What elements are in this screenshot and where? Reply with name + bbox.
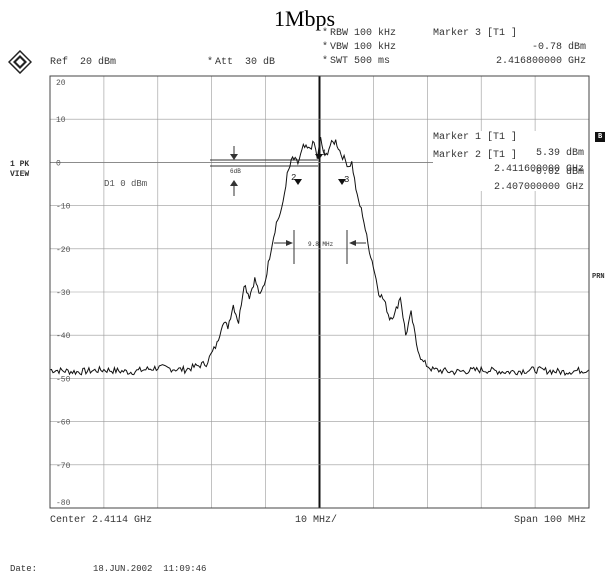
six-db-label: 6dB (230, 168, 241, 175)
y-tick-labels: 20 10 0 -10 -20 -30 -40 -50 -60 -70 -80 (56, 79, 71, 508)
marker2-level: -0.02 dBm (530, 166, 584, 178)
y-tick-label: -80 (56, 499, 71, 508)
y-tick-label: 20 (56, 79, 66, 88)
marker2-frequency: 2.407000000 GHz (494, 182, 584, 193)
chart-title: 1Mbps (273, 6, 336, 31)
bandwidth-label: 9.8 MHz (308, 241, 334, 248)
marker3-frequency: 2.416800000 GHz (495, 56, 586, 67)
side-prn-indicator: PRN (592, 273, 605, 281)
frequency-per-division-label: 10 MHz/ (295, 515, 338, 526)
marker3-level: -0.78 dBm (531, 42, 586, 53)
marker1-level: 5.39 dBm (536, 147, 584, 159)
y-tick-label: 0 (56, 159, 61, 168)
y-tick-label: -30 (56, 289, 71, 298)
spectrum-trace-line (49, 137, 590, 376)
plot-grid (50, 76, 589, 508)
rohde-schwarz-logo-icon (7, 49, 33, 79)
y-tick-label: -40 (56, 332, 71, 341)
plot-frame (49, 75, 590, 509)
marker-3-number: 3 (344, 175, 349, 185)
date-label: Date: (10, 564, 38, 574)
trace-view-label: VIEW (10, 170, 30, 179)
marker2-label: Marker 2 [T1 ] (433, 149, 517, 161)
markers-readout-box (433, 131, 590, 191)
y-tick-label: -70 (56, 462, 71, 471)
display-line-label: D1 0 dBm (104, 179, 147, 189)
marker-3-triangle (338, 179, 346, 185)
plot-annotations: Marker 1 [T1 ] 5.39 dBm 2.411600000 GHz … (104, 131, 590, 264)
attenuation-readout: Att 30 dB (215, 57, 276, 68)
y-tick-label: -50 (56, 375, 71, 384)
y-tick-label: 10 (56, 116, 66, 125)
marker1-frequency: 2.411600000 GHz (494, 164, 584, 175)
sweep-time-readout: SWT 500 ms (330, 56, 391, 67)
date-value: 18.JUN.2002 11:09:46 (93, 564, 207, 574)
reference-level-readout: Ref 20 dBm (50, 57, 117, 68)
trace-group (49, 137, 590, 376)
marker1-label: Marker 1 [T1 ] (433, 131, 517, 143)
y-tick-label: -10 (56, 203, 71, 212)
vbw-readout: VBW 100 kHz (330, 42, 397, 53)
side-b-indicator: B (595, 132, 606, 142)
center-frequency-label: Center 2.4114 GHz (50, 515, 153, 526)
trace-mode-label: 1 PK (10, 160, 30, 169)
rbw-readout: RBW 100 kHz (330, 28, 397, 39)
marker3-label: Marker 3 [T1 ] (433, 28, 518, 39)
marker-2-triangle (294, 179, 302, 185)
y-tick-label: -20 (56, 246, 71, 255)
span-label: Span 100 MHz (513, 515, 586, 526)
y-tick-label: -60 (56, 419, 71, 428)
marker-2-number: 2 (291, 173, 296, 183)
